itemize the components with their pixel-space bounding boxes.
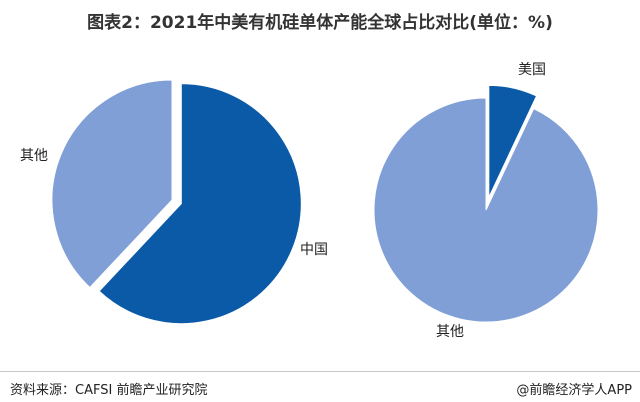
pie-2-label-美国: 美国	[518, 62, 546, 78]
pie-1-label-其他: 其他	[20, 148, 48, 164]
chart-title: 图表2：2021年中美有机硅单体产能全球占比对比(单位：%)	[87, 13, 553, 33]
pie-2-slice-其他	[373, 97, 599, 323]
pie-1-label-中国: 中国	[300, 242, 328, 258]
source-note: 资料来源：CAFSI 前瞻产业研究院	[10, 383, 208, 398]
footer: 资料来源：CAFSI 前瞻产业研究院 @前瞻经济学人APP	[0, 371, 640, 402]
brand-credit: @前瞻经济学人APP	[516, 383, 632, 398]
pie-2-slice-美国	[488, 84, 538, 198]
pie-1-slice-其他	[51, 79, 173, 289]
pie-1-slice-中国	[98, 83, 302, 325]
pie-2-label-其他: 其他	[436, 324, 464, 340]
